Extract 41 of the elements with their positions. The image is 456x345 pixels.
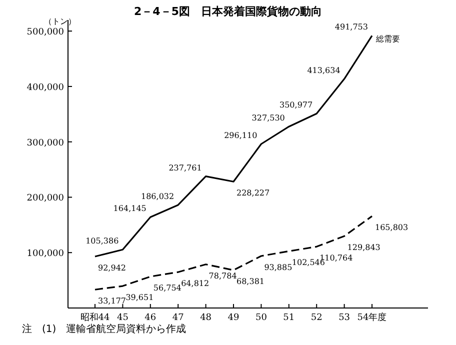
- x-tick-label: 52: [310, 313, 322, 323]
- y-tick-label: 300,000: [26, 138, 64, 148]
- x-tick-label: 50: [255, 313, 268, 323]
- x-tick-label: 53: [338, 313, 350, 323]
- data-label: 102,546: [292, 258, 325, 268]
- y-tick-label: 400,000: [26, 82, 64, 93]
- data-label: 92,942: [98, 264, 126, 273]
- x-tick-label: 47: [172, 313, 184, 323]
- data-label: 350,977: [280, 100, 313, 110]
- data-label: 68,381: [236, 277, 264, 286]
- data-label: 105,386: [86, 236, 119, 246]
- x-tick-label: 45: [116, 313, 129, 323]
- chart-title: 2－4－5図 日本発着国際貨物の動向: [134, 5, 322, 18]
- y-tick-label: 100,000: [26, 249, 64, 260]
- data-label: 78,784: [208, 271, 237, 280]
- data-label: 56,754: [153, 284, 182, 293]
- x-tick-label: 46: [144, 313, 156, 323]
- data-label: 93,885: [264, 263, 292, 272]
- x-tick-label: 51: [283, 313, 295, 323]
- series-label: 総需要: [375, 34, 400, 44]
- data-label: 64,812: [181, 279, 210, 288]
- data-label: 491,753: [334, 22, 368, 32]
- data-label: 237,761: [168, 163, 202, 172]
- y-tick-label: 200,000: [26, 194, 64, 204]
- y-tick-label: 500,000: [26, 28, 64, 38]
- x-tick-label: 昭和44: [80, 312, 110, 323]
- data-label: 164,145: [113, 204, 146, 214]
- data-label: 296,110: [224, 131, 258, 140]
- data-label: 33,177: [98, 296, 126, 306]
- text: 注 (1) 運輸省航空局資料から作成: [22, 323, 186, 335]
- data-label: 186,032: [141, 192, 174, 201]
- x-tick-label: 48: [200, 313, 212, 323]
- data-label: 327,530: [252, 114, 285, 123]
- x-tick-label: 54年度: [357, 312, 387, 323]
- data-label: 228,227: [236, 188, 270, 198]
- data-label: 39,651: [126, 293, 154, 302]
- data-label: 129,843: [347, 243, 380, 252]
- x-tick-label: 49: [228, 313, 240, 323]
- data-label: 413,634: [307, 66, 340, 75]
- data-label: 165,803: [375, 223, 408, 232]
- y-axis-title: （トン）: [44, 17, 76, 26]
